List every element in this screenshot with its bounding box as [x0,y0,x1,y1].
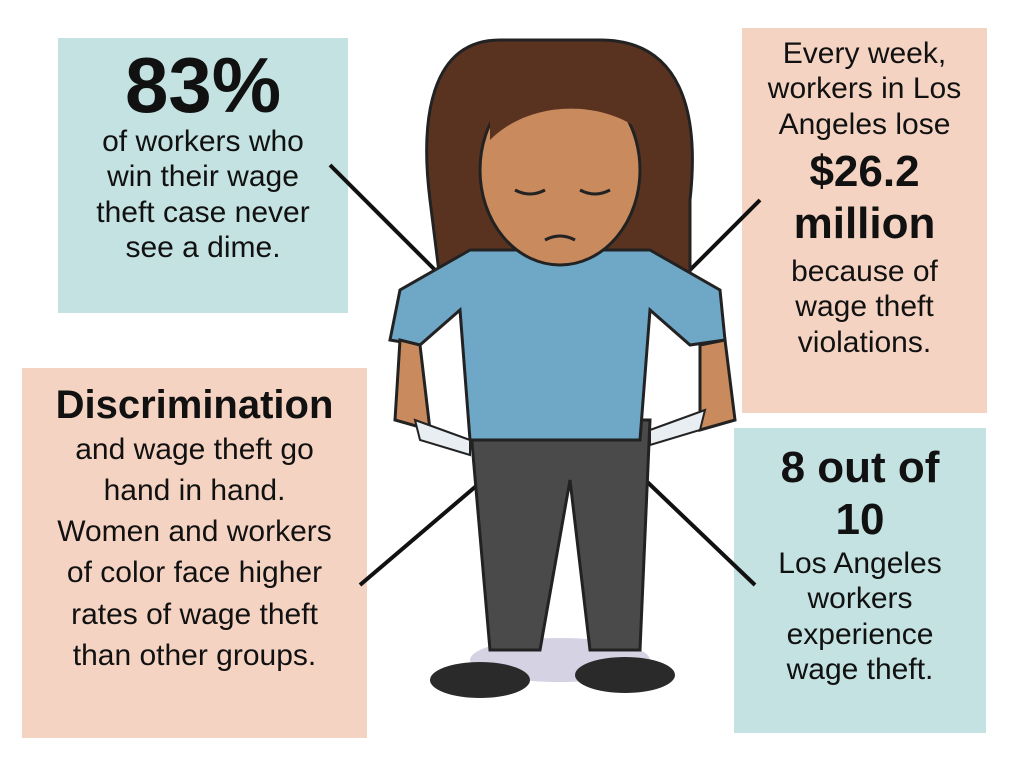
connector-line [328,163,442,277]
callout-headline: $26.2 million [793,147,936,249]
connector-lines [328,163,762,587]
callout-text: and wage theft go hand in hand. Women an… [57,433,332,672]
callout-text: Los Angeles workers experience wage thef… [778,546,942,686]
connector-line [688,198,762,272]
right-shoe [575,657,675,693]
left-shoe [430,662,530,698]
shirt [388,248,727,442]
connector-line [358,468,497,587]
connector-line [638,473,757,587]
callout-headline: 83% [124,41,282,129]
callout-intro: Every week, workers in Los Angeles lose [767,37,962,141]
empty-pockets [413,408,707,457]
callout-8-out-of-10: 8 out of 10 Los Angeles workers experien… [734,428,986,733]
callout-26-million: Every week, workers in Los Angeles lose … [742,28,987,413]
callout-discrimination: Discrimination and wage theft go hand in… [22,368,367,738]
frown [544,234,576,242]
callout-headline: 8 out of 10 [780,443,940,544]
closed-eyes [514,188,611,196]
callout-83-percent: 83% of workers who win their wage theft … [58,38,348,313]
bangs [490,68,640,140]
pants [468,418,652,652]
callout-headline: Discrimination [55,383,334,427]
callout-text: of workers who win their wage theft case… [96,125,310,265]
callout-text: because of wage theft violations. [791,254,938,359]
